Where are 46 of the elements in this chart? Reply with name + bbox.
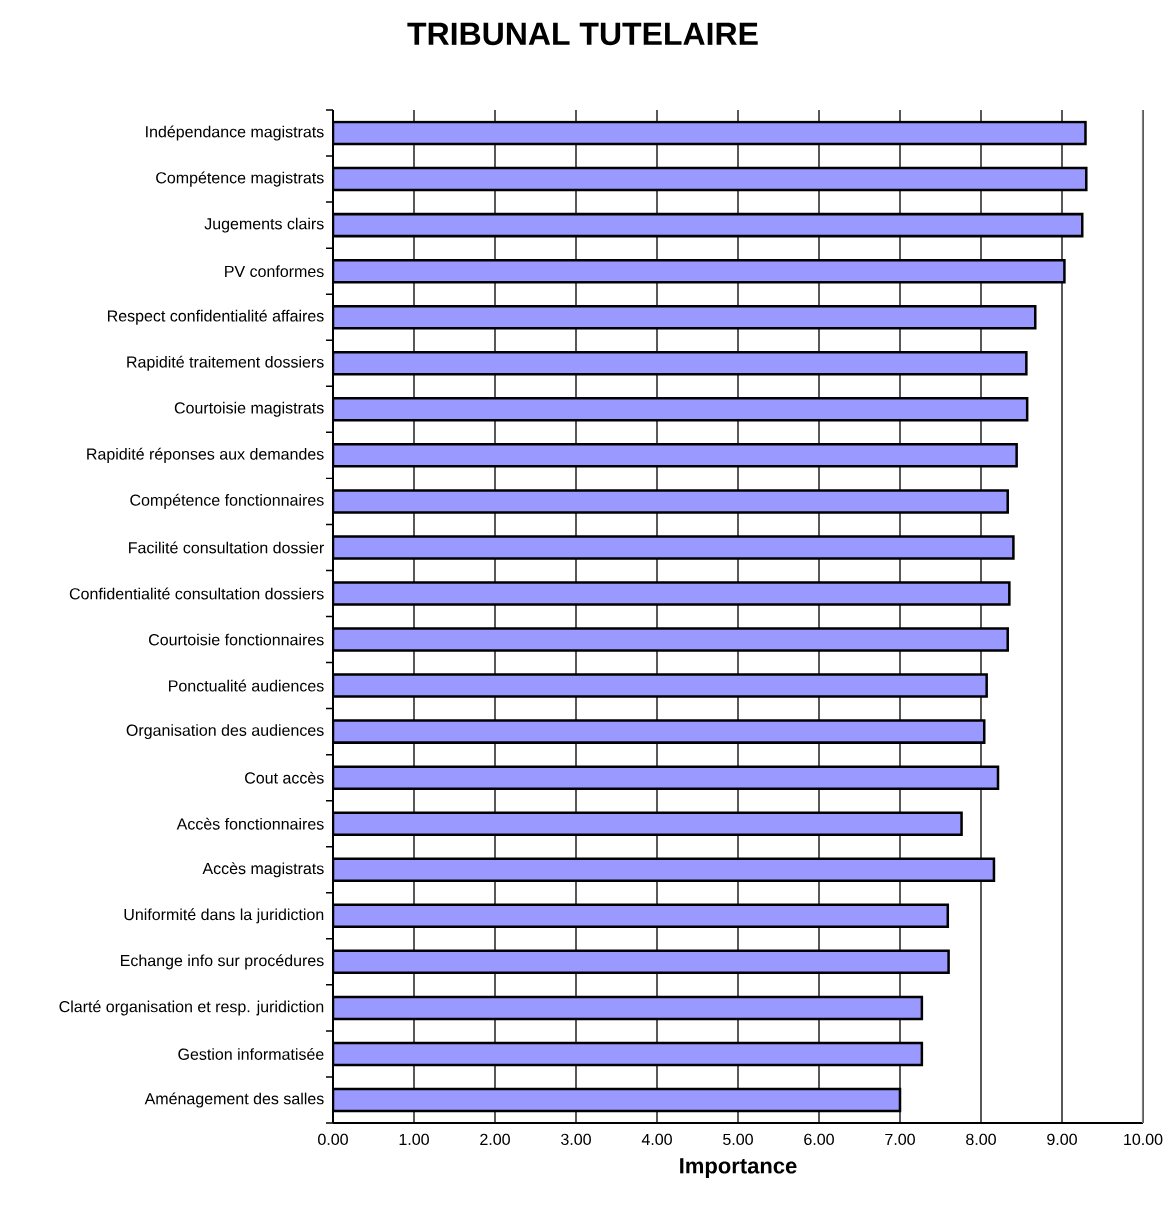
y-tick-label: Echange info sur procédures xyxy=(121,954,324,970)
y-tick-label: Organisation des audiences xyxy=(126,724,324,740)
x-tick-label: 10.00 xyxy=(1124,1133,1163,1146)
bar xyxy=(332,166,1088,192)
bar xyxy=(332,1041,924,1067)
y-tick-label: Confidentialité consultation dossiers xyxy=(69,587,324,600)
x-tick-label: 6.00 xyxy=(804,1133,834,1146)
y-tick-label: Compétence fonctionnaires xyxy=(130,493,324,509)
x-tick-label: 8.00 xyxy=(966,1133,996,1146)
x-tick-label: 5.00 xyxy=(723,1133,753,1146)
bar xyxy=(332,903,950,929)
y-tick-label: Gestion informatisée xyxy=(178,1047,324,1060)
bar xyxy=(332,212,1084,238)
y-tick-label: Uniformité dans la juridiction xyxy=(124,908,324,924)
x-tick-label: 9.00 xyxy=(1047,1133,1077,1146)
y-tick-label: Indépendance magistrats xyxy=(146,125,324,141)
bar xyxy=(332,857,996,883)
x-tick-label: 7.00 xyxy=(885,1133,915,1146)
y-tick-label: Rapidité réponses aux demandes xyxy=(87,447,324,463)
y-tick-label: Facilité consultation dossier xyxy=(129,541,324,554)
bar xyxy=(332,258,1066,284)
bar xyxy=(332,120,1087,146)
bar xyxy=(332,1087,902,1113)
x-tick-label: 2.00 xyxy=(480,1133,510,1146)
bar xyxy=(332,995,924,1021)
y-tick-label: Compétence magistrats xyxy=(156,171,324,187)
x-tick-label: 1.00 xyxy=(399,1133,429,1146)
y-tick-label: Accès magistrats xyxy=(202,862,324,878)
y-tick-label: Cout accès xyxy=(245,771,324,784)
bar xyxy=(332,304,1037,330)
bar xyxy=(332,949,950,975)
y-tick-label: Jugements clairs xyxy=(204,217,324,233)
y-tick-label: Rapidité traitement dossiers xyxy=(127,355,324,371)
x-tick-label: 4.00 xyxy=(641,1133,672,1146)
chart-title: TRIBUNAL TUTELAIRE xyxy=(407,22,758,46)
y-tick-label: PV conformes xyxy=(225,265,324,278)
x-tick-label: 3.00 xyxy=(561,1133,591,1146)
y-tick-label: Respect confidentialité affaires xyxy=(107,309,324,325)
y-tick-label: Courtoisie fonctionnaires xyxy=(149,633,324,646)
y-tick-label: Courtoisie magistrats xyxy=(174,401,324,417)
x-axis-title: Importance xyxy=(680,1158,797,1178)
y-tick-label: Accès fonctionnaires xyxy=(176,817,324,830)
y-tick-label: Clarté organisation et resp. juridiction xyxy=(59,1000,324,1016)
y-tick-label: Ponctualité audiences xyxy=(169,679,324,692)
x-tick-label: 0.00 xyxy=(318,1133,348,1146)
y-tick-label: Aménagement des salles xyxy=(144,1092,324,1108)
